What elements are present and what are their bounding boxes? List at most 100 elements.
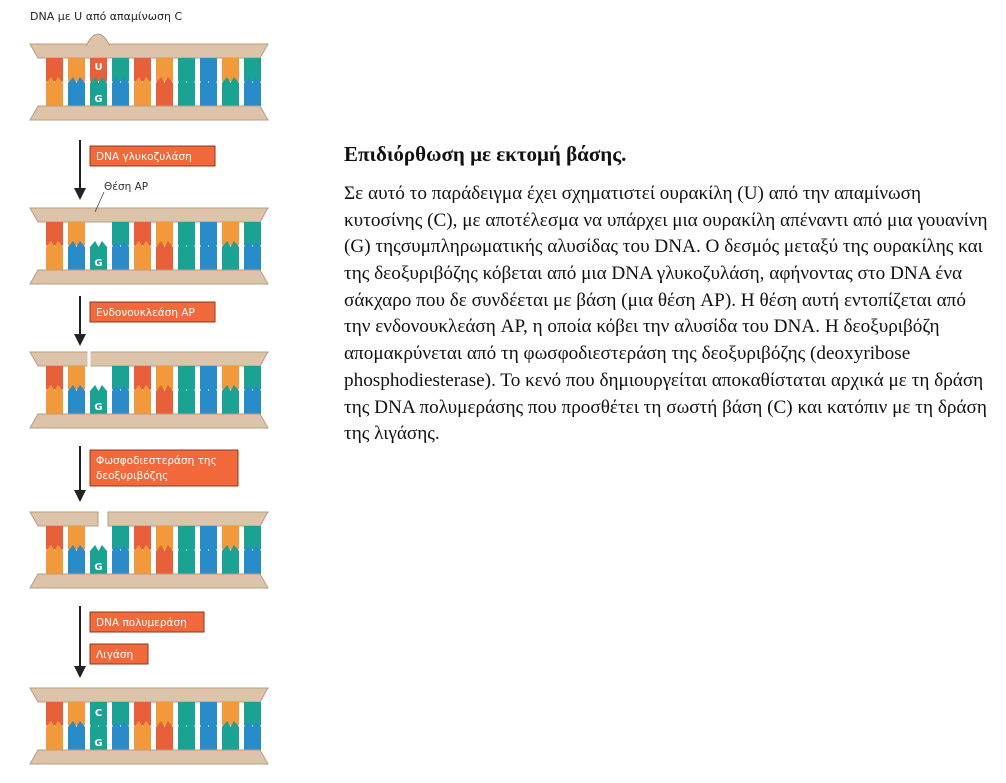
bottom-backbone bbox=[29, 573, 269, 589]
dna-stage-5: CG bbox=[29, 687, 269, 765]
bottom-base bbox=[46, 385, 63, 414]
dna-stage-2: G bbox=[29, 207, 269, 285]
bottom-base bbox=[178, 385, 195, 414]
bottom-base bbox=[222, 77, 239, 106]
enzyme-box bbox=[89, 301, 216, 323]
bottom-base bbox=[112, 385, 129, 414]
bottom-base bbox=[90, 385, 107, 414]
description-heading: Επιδιόρθωση με εκτομή βάσης. bbox=[344, 142, 627, 166]
bottom-base bbox=[90, 77, 107, 106]
bottom-base bbox=[200, 385, 217, 414]
bottom-base bbox=[134, 77, 151, 106]
phosphodiesterase-label: Φωσφοδιεστεράση της δεοξυριβόζης bbox=[89, 449, 239, 487]
backbone-bulge bbox=[85, 33, 111, 47]
description-panel: Επιδιόρθωση με εκτομή βάσης. Σε αυτό το … bbox=[344, 142, 994, 448]
bottom-base bbox=[244, 77, 261, 106]
bottom-base bbox=[178, 545, 195, 574]
bottom-base bbox=[244, 721, 261, 750]
bottom-base bbox=[244, 545, 261, 574]
arrow-head bbox=[74, 490, 86, 502]
ap-site-leader bbox=[94, 191, 105, 213]
figure-title: DNA με U από απαμίνωση C bbox=[30, 10, 182, 23]
bottom-base bbox=[134, 241, 151, 270]
bottom-base bbox=[46, 721, 63, 750]
bottom-base bbox=[68, 241, 85, 270]
bottom-base bbox=[200, 545, 217, 574]
bottom-base bbox=[200, 241, 217, 270]
guanine-letter: G bbox=[94, 258, 102, 269]
bottom-base bbox=[244, 241, 261, 270]
bottom-backbone bbox=[29, 413, 269, 429]
bottom-base bbox=[156, 241, 173, 270]
uracil-letter: U bbox=[94, 62, 102, 73]
bottom-base bbox=[156, 721, 173, 750]
bottom-base bbox=[178, 721, 195, 750]
bottom-base bbox=[156, 77, 173, 106]
arrow-head bbox=[74, 666, 86, 678]
bottom-base bbox=[134, 545, 151, 574]
enzyme-box bbox=[89, 643, 149, 665]
bottom-base bbox=[244, 385, 261, 414]
enzyme-text: DNA πολυμεράση bbox=[96, 617, 187, 629]
polymerase-label: DNA πολυμεράση bbox=[89, 611, 205, 633]
bottom-base bbox=[200, 721, 217, 750]
bottom-base bbox=[112, 721, 129, 750]
bottom-base bbox=[90, 241, 107, 270]
enzyme-box bbox=[89, 449, 239, 487]
bottom-base bbox=[156, 545, 173, 574]
enzyme-text: DNA γλυκοζυλάση bbox=[96, 151, 192, 163]
dna-stage-4: G bbox=[29, 511, 269, 589]
top-backbone-right bbox=[107, 511, 269, 527]
arrow-head bbox=[74, 188, 86, 200]
ligase-label: Λιγάση bbox=[89, 643, 149, 665]
bottom-base bbox=[222, 545, 239, 574]
enzyme-text: Λιγάση bbox=[96, 649, 133, 661]
description-body: Σε αυτό το παράδειγμα έχει σχηματιστεί ο… bbox=[344, 183, 988, 445]
guanine-letter: G bbox=[94, 562, 102, 573]
bottom-backbone bbox=[29, 749, 269, 765]
bottom-base bbox=[90, 545, 107, 574]
enzyme-box bbox=[89, 611, 205, 633]
step-arrow-3: Φωσφοδιεστεράση της δεοξυριβόζης bbox=[74, 446, 239, 502]
bottom-base bbox=[68, 77, 85, 106]
ap-site-label: Θέση AP bbox=[104, 181, 148, 193]
bottom-base bbox=[222, 385, 239, 414]
enzyme-box bbox=[89, 145, 216, 167]
bottom-base bbox=[112, 241, 129, 270]
cytosine-letter: C bbox=[95, 708, 102, 719]
bottom-base bbox=[46, 77, 63, 106]
bottom-base bbox=[68, 385, 85, 414]
enzyme-text: Ενδονουκλεάση AP bbox=[96, 307, 195, 319]
bottom-base bbox=[222, 721, 239, 750]
bottom-base bbox=[200, 77, 217, 106]
top-backbone bbox=[29, 207, 269, 223]
top-backbone bbox=[29, 351, 269, 367]
glycosylase-label: DNA γλυκοζυλάση bbox=[89, 145, 216, 167]
guanine-letter: G bbox=[94, 738, 102, 749]
bottom-base bbox=[112, 545, 129, 574]
bottom-base bbox=[68, 545, 85, 574]
bottom-base bbox=[46, 241, 63, 270]
bottom-base bbox=[178, 241, 195, 270]
bottom-base bbox=[178, 77, 195, 106]
bottom-backbone bbox=[29, 269, 269, 285]
bottom-base bbox=[134, 721, 151, 750]
bottom-base bbox=[134, 385, 151, 414]
bottom-backbone bbox=[29, 105, 269, 121]
bottom-base bbox=[222, 241, 239, 270]
bottom-base bbox=[46, 545, 63, 574]
bottom-base bbox=[90, 721, 107, 750]
top-backbone bbox=[29, 43, 269, 59]
step-arrow-4: DNA πολυμεράση Λιγάση bbox=[74, 606, 205, 678]
bottom-base bbox=[156, 385, 173, 414]
enzyme-text: Φωσφοδιεστεράση της bbox=[96, 455, 217, 467]
dna-stage-1: UG bbox=[29, 33, 269, 121]
step-arrow-2: Ενδονουκλεάση AP bbox=[74, 296, 216, 346]
top-backbone bbox=[29, 687, 269, 703]
arrow-head bbox=[74, 334, 86, 346]
dna-stage-3: G bbox=[29, 351, 269, 429]
bottom-base bbox=[68, 721, 85, 750]
step-arrow-1: DNA γλυκοζυλάση bbox=[74, 140, 216, 200]
guanine-letter: G bbox=[94, 94, 102, 105]
